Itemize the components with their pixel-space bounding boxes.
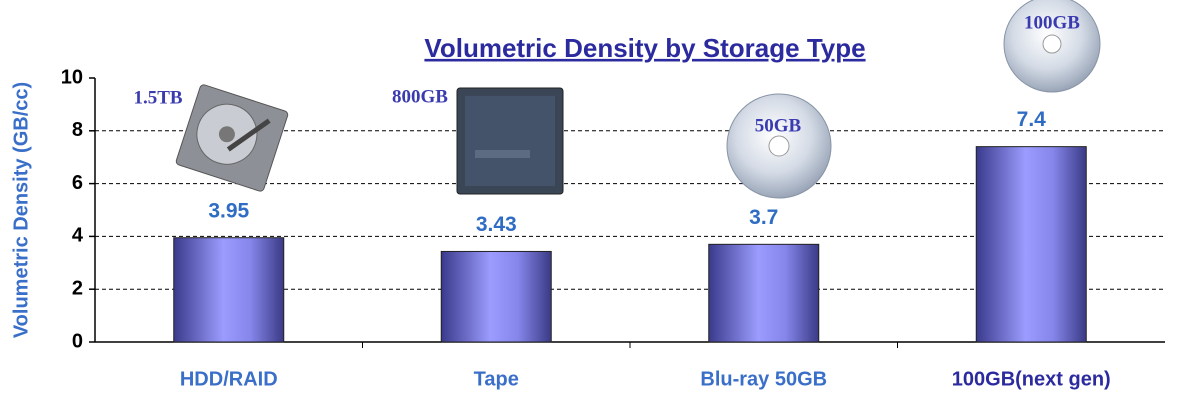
hdd-icon — [175, 84, 288, 192]
value-label: 7.4 — [1017, 108, 1047, 131]
x-tick-label: 100GB(next gen) — [952, 368, 1111, 390]
y-tick-label: 2 — [72, 277, 83, 299]
annotation: 1.5TB — [133, 87, 182, 108]
y-tick-label: 10 — [61, 66, 83, 88]
bar — [976, 147, 1086, 342]
x-tick-label: Blu-ray 50GB — [700, 368, 827, 390]
x-tick-label: HDD/RAID — [180, 368, 278, 390]
y-axis-label: Volumetric Density (GB/cc) — [10, 82, 32, 338]
x-tick-label: Tape — [474, 368, 519, 390]
y-tick-label: 4 — [72, 225, 84, 247]
y-tick-label: 6 — [72, 172, 83, 194]
bar — [709, 244, 819, 342]
annotation: 100GB — [1024, 12, 1080, 33]
chart-title: Volumetric Density by Storage Type — [424, 33, 865, 63]
tape-icon — [457, 88, 563, 194]
y-tick-label: 0 — [72, 330, 83, 352]
bar — [441, 251, 551, 342]
disc-icon — [727, 94, 831, 198]
page: Volumetric Density by Storage Type Volum… — [0, 0, 1181, 401]
annotation: 800GB — [392, 86, 448, 107]
chart: Volumetric Density by Storage Type Volum… — [0, 0, 1181, 401]
value-label: 3.43 — [476, 213, 517, 236]
y-tick-label: 8 — [72, 119, 83, 141]
value-label: 3.7 — [749, 206, 778, 229]
bar — [174, 238, 284, 342]
value-label: 3.95 — [208, 199, 249, 222]
annotation: 50GB — [755, 115, 802, 136]
